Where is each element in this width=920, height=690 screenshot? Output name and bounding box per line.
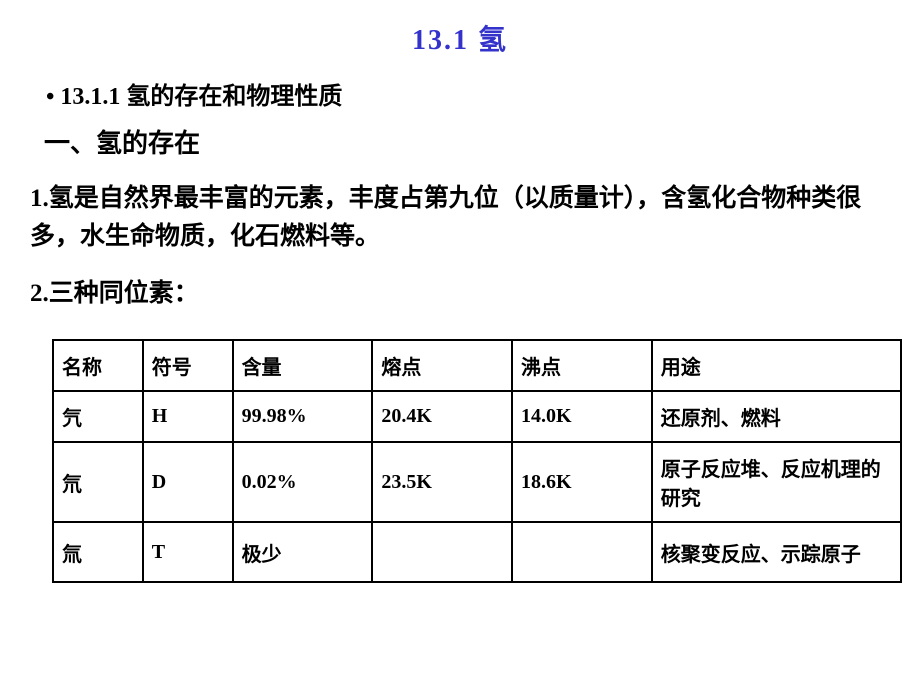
subtitle-text: • 13.1.1 氢的存在和物理性质 (46, 84, 342, 110)
isotopes-table: 名称 符号 含量 熔点 沸点 用途 氕 H 99.98% 20.4K 14.0K… (52, 339, 902, 583)
paragraph-1: 1.氢是自然界最丰富的元素，丰度占第九位（以质量计），含氢化合物种类很多，水生命… (30, 180, 890, 255)
table-cell: 核聚变反应、示踪原子 (652, 522, 901, 582)
table-cell: 14.0K (512, 391, 652, 442)
table-header-cell: 符号 (143, 340, 233, 391)
table-header-cell: 熔点 (372, 340, 512, 391)
table-header-row: 名称 符号 含量 熔点 沸点 用途 (53, 340, 901, 391)
table-cell: 氕 (53, 391, 143, 442)
table-cell: H (143, 391, 233, 442)
table-cell: 极少 (233, 522, 373, 582)
table-row: 氘 D 0.02% 23.5K 18.6K 原子反应堆、反应机理的研究 (53, 442, 901, 522)
table-header-cell: 含量 (233, 340, 373, 391)
paragraph-2: 2.三种同位素： (30, 273, 890, 309)
table-header-cell: 名称 (53, 340, 143, 391)
title-text: 13.1 氢 (412, 25, 508, 56)
table-cell: D (143, 442, 233, 522)
table-header-cell: 用途 (652, 340, 901, 391)
table-cell: 原子反应堆、反应机理的研究 (652, 442, 901, 522)
table-cell: 20.4K (372, 391, 512, 442)
paragraph-1-text: 1.氢是自然界最丰富的元素，丰度占第九位（以质量计），含氢化合物种类很多，水生命… (30, 185, 861, 250)
table-row: 氚 T 极少 核聚变反应、示踪原子 (53, 522, 901, 582)
table-cell (512, 522, 652, 582)
table-cell: 99.98% (233, 391, 373, 442)
main-title: 13.1 氢 (30, 18, 890, 58)
paragraph-2-text: 2.三种同位素： (30, 280, 199, 307)
subtitle: • 13.1.1 氢的存在和物理性质 (46, 76, 890, 111)
table-cell: 18.6K (512, 442, 652, 522)
table-cell: 23.5K (372, 442, 512, 522)
section-heading-text: 一、氢的存在 (44, 129, 200, 158)
table-cell (372, 522, 512, 582)
table-cell: 氚 (53, 522, 143, 582)
table-header-cell: 沸点 (512, 340, 652, 391)
table-cell: 还原剂、燃料 (652, 391, 901, 442)
table-row: 氕 H 99.98% 20.4K 14.0K 还原剂、燃料 (53, 391, 901, 442)
table-cell: T (143, 522, 233, 582)
table-cell: 0.02% (233, 442, 373, 522)
section-heading-1: 一、氢的存在 (44, 123, 890, 160)
table-cell: 氘 (53, 442, 143, 522)
